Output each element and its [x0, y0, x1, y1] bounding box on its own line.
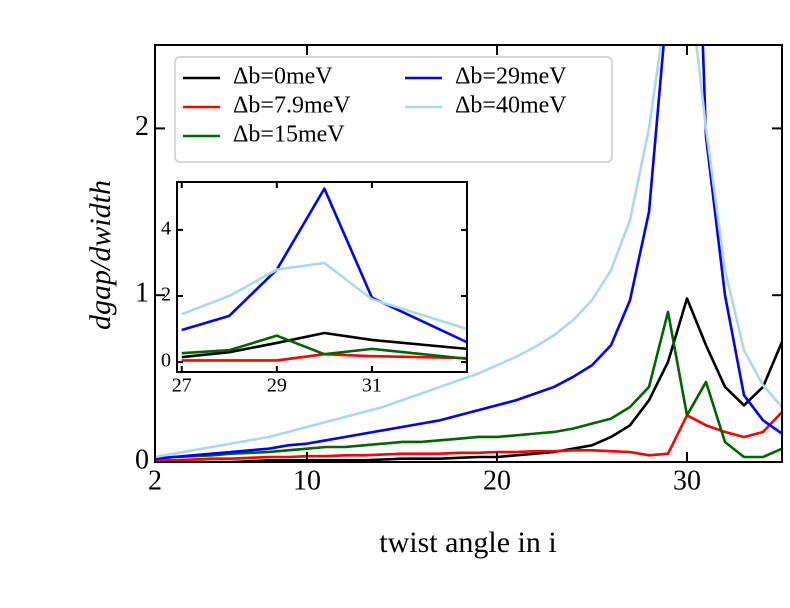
inset-background: [177, 182, 467, 372]
x-tick-label: 10: [293, 465, 321, 496]
plot-lines: [181, 187, 467, 362]
series-line: [155, 45, 782, 460]
y-tick-label: 0: [135, 444, 149, 475]
legend-label: Δb=15meV: [233, 122, 345, 148]
x-tick-label: 30: [673, 465, 701, 496]
y-tick-label: 0: [161, 350, 171, 372]
series-line: [155, 45, 782, 459]
series-line: [155, 310, 782, 460]
x-tick-label: 2: [148, 465, 162, 496]
y-tick-label: 1: [135, 278, 149, 309]
series-line: [181, 331, 467, 359]
x-tick-label: 27: [172, 375, 192, 397]
y-tick-label: 2: [135, 111, 149, 142]
legend-label: Δb=7.9meV: [233, 93, 351, 119]
y-tick-label: 4: [161, 218, 171, 240]
series-line: [181, 352, 467, 362]
y-tick-label: 2: [161, 284, 171, 306]
x-tick-label: 31: [362, 375, 382, 397]
series-line: [155, 297, 782, 462]
axes-frame: [176, 181, 468, 373]
series-line: [181, 334, 467, 361]
axes-frame: [154, 44, 783, 463]
x-tick-label: 29: [267, 375, 287, 397]
plot-lines: [155, 45, 782, 462]
legend-label: Δb=0meV: [233, 64, 333, 90]
y-axis-label: dgap/dwidth: [84, 180, 117, 330]
legend-label: Δb=29meV: [455, 64, 567, 90]
legend-label: Δb=40meV: [455, 93, 567, 119]
x-axis-label: twist angle in i: [379, 526, 556, 559]
series-line: [155, 411, 782, 462]
series-line: [181, 261, 467, 331]
x-tick-label: 20: [483, 465, 511, 496]
legend: Δb=0meV Δb=7.9meV Δb=15meV Δb=29meV Δb=40meV: [174, 56, 613, 163]
legend-box: [174, 56, 613, 163]
